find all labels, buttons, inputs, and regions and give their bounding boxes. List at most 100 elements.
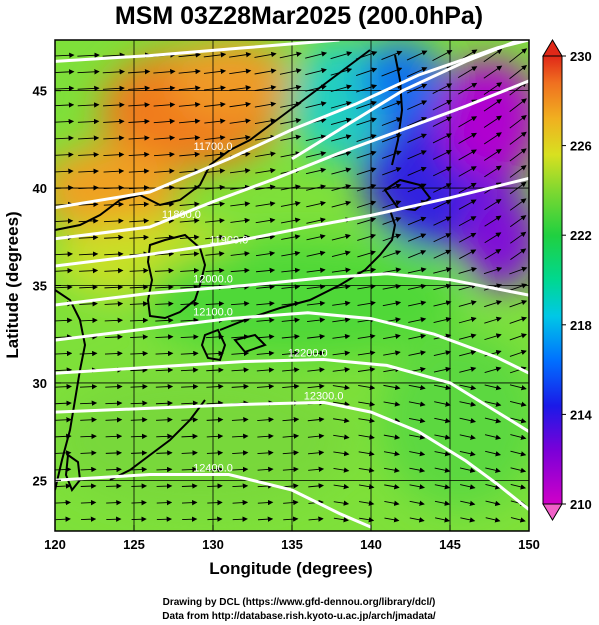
- wind-arrow: [484, 417, 502, 424]
- wind-arrow: [80, 450, 97, 456]
- wind-arrow: [305, 84, 327, 92]
- colorbar-label: 214: [570, 407, 592, 422]
- wind-arrow: [281, 350, 300, 356]
- wind-arrow: [256, 334, 275, 340]
- wind-arrow: [434, 467, 451, 473]
- wind-arrow: [483, 82, 503, 96]
- y-tick-label: 35: [33, 279, 47, 294]
- y-tick-label: 45: [33, 84, 47, 99]
- wind-arrow: [180, 350, 199, 357]
- wind-arrow: [457, 66, 478, 79]
- wind-arrow: [358, 384, 376, 391]
- wind-arrow: [510, 400, 527, 407]
- wind-arrow: [381, 50, 403, 60]
- x-tick-label: 150: [518, 537, 540, 552]
- wind-arrow: [407, 133, 427, 143]
- wind-arrow: [382, 300, 402, 307]
- wind-arrow: [203, 68, 227, 75]
- wind-arrow: [103, 218, 124, 224]
- wind-arrow: [102, 69, 126, 75]
- wind-arrow: [408, 401, 426, 407]
- wind-arrow: [282, 367, 300, 373]
- wind-arrow: [55, 367, 73, 373]
- wind-arrow: [55, 417, 72, 423]
- wind-arrow: [206, 367, 224, 373]
- wind-arrow: [155, 367, 174, 373]
- wind-arrow: [156, 433, 173, 440]
- wind-arrow: [382, 267, 402, 274]
- warm-region-north: [170, 40, 290, 120]
- wind-arrow: [129, 234, 149, 241]
- wind-arrow: [383, 350, 401, 356]
- wind-arrow: [128, 135, 150, 141]
- wind-arrow: [79, 301, 98, 307]
- wind-arrow: [229, 168, 251, 174]
- wind-arrow: [257, 499, 274, 506]
- wind-arrow: [256, 367, 275, 373]
- wind-arrow: [281, 284, 301, 290]
- wind-arrow: [331, 200, 352, 208]
- wind-arrow: [356, 117, 377, 126]
- contour-line: [55, 473, 372, 529]
- wind-arrow: [332, 300, 351, 307]
- wind-arrow: [230, 300, 250, 307]
- wind-arrow: [154, 267, 175, 274]
- wind-arrow: [510, 434, 527, 440]
- wind-arrow: [255, 184, 276, 191]
- wind-arrow: [333, 467, 350, 473]
- wind-arrow: [510, 467, 527, 473]
- wind-arrow: [103, 168, 125, 174]
- wind-arrow: [231, 367, 250, 373]
- wind-arrow: [409, 500, 425, 506]
- wind-arrow: [510, 417, 527, 424]
- wind-arrow: [483, 48, 503, 63]
- wind-arrow: [432, 83, 453, 94]
- wind-arrow: [333, 417, 350, 424]
- wind-arrow: [254, 101, 277, 108]
- wind-arrow: [509, 316, 528, 324]
- wind-arrow: [433, 316, 452, 324]
- wind-arrow: [130, 417, 148, 423]
- wind-arrow: [231, 383, 249, 390]
- wind-arrow: [384, 467, 400, 473]
- contour-label: 11900.0: [209, 235, 248, 247]
- wind-arrow: [229, 51, 252, 58]
- contour-line: [55, 272, 529, 307]
- wind-arrow: [409, 484, 425, 490]
- y-axis-ticks: 25 30 35 40 45: [33, 84, 61, 488]
- wind-arrow: [78, 151, 100, 158]
- wind-arrow: [102, 85, 125, 92]
- contour-line: [55, 40, 340, 63]
- wind-arrow: [153, 68, 176, 75]
- wind-arrow: [306, 250, 326, 257]
- wind-arrow: [509, 48, 528, 63]
- wind-arrow: [509, 283, 528, 291]
- wind-arrow: [229, 85, 252, 91]
- wind-arrow: [206, 400, 224, 406]
- wind-arrow: [458, 116, 478, 128]
- wind-arrow: [432, 150, 452, 160]
- wind-arrow: [357, 250, 376, 258]
- wind-arrow: [484, 198, 502, 211]
- southeast-green: [380, 330, 529, 510]
- wind-arrow: [305, 167, 327, 175]
- wind-arrow: [129, 284, 149, 290]
- wind-arrow: [78, 185, 99, 191]
- china-coast: [55, 289, 87, 491]
- mainland-coast: [55, 49, 371, 231]
- wind-arrow: [55, 168, 74, 174]
- wind-arrow: [206, 350, 224, 357]
- height-contours: [55, 40, 529, 529]
- wind-arrow: [509, 181, 527, 195]
- wind-arrow: [333, 500, 350, 506]
- wind-arrow: [459, 350, 477, 357]
- taiwan: [64, 453, 82, 492]
- wind-arrow: [205, 301, 225, 307]
- wind-arrow: [55, 383, 72, 390]
- wind-arrow: [180, 317, 199, 324]
- wind-arrow: [509, 64, 528, 80]
- wind-arrow: [358, 434, 375, 440]
- wind-arrow: [409, 517, 425, 523]
- wind-arrow: [383, 450, 400, 457]
- wind-arrow: [279, 84, 302, 92]
